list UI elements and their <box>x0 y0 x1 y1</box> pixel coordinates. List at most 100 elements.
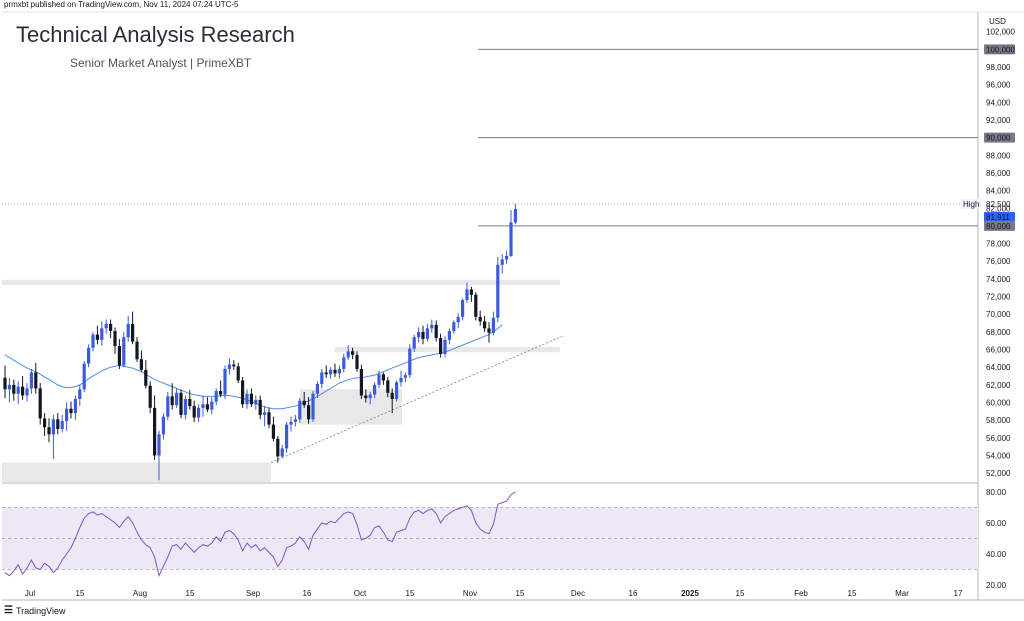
candle <box>443 336 447 358</box>
candle <box>412 334 416 353</box>
footer-brand[interactable]: ☰ TradingView <box>4 605 66 616</box>
tradingview-logo-icon: ☰ <box>4 605 13 616</box>
candle <box>381 372 385 385</box>
candle <box>135 337 139 362</box>
candle <box>307 397 311 424</box>
candle <box>192 400 196 422</box>
candle-body <box>421 331 425 339</box>
rsi-line <box>4 491 516 578</box>
time-tick-label: 15 <box>76 589 85 598</box>
candle <box>399 370 403 387</box>
candle-body <box>417 331 421 338</box>
trendline <box>270 335 563 463</box>
moving-average-line <box>4 324 503 410</box>
candle <box>254 395 258 410</box>
candle <box>122 331 126 368</box>
candle-body <box>43 418 47 428</box>
time-tick-label: 15 <box>406 589 415 598</box>
candle-body <box>465 289 469 301</box>
candle <box>285 421 289 453</box>
candle <box>179 389 183 419</box>
publish-info: prmxbt published on TradingView.com, Nov… <box>4 0 239 9</box>
candle <box>205 397 209 413</box>
candle <box>500 254 504 274</box>
candle <box>359 364 363 399</box>
candle <box>403 372 407 383</box>
candle-body <box>214 391 218 402</box>
candle <box>56 413 60 435</box>
currency-label: USD <box>989 17 1006 26</box>
candle <box>456 313 460 329</box>
candle <box>346 345 350 361</box>
candle <box>439 333 443 358</box>
high-tag-label: High <box>963 200 979 209</box>
high-tag-badge <box>961 198 981 209</box>
candle-body <box>513 209 517 223</box>
candle <box>34 362 38 394</box>
candle-body <box>386 380 390 393</box>
candle-body <box>175 392 179 406</box>
time-tick-label: Dec <box>571 589 585 598</box>
candle <box>95 325 99 345</box>
candle-body <box>219 391 223 395</box>
page-title: Technical Analysis Research <box>16 22 295 47</box>
time-axis: Jul 15 Aug 15 Sep 16 Oct 15 Nov 15 Dec 16 2025 15 Feb 1… <box>25 589 963 598</box>
time-tick-label: Sep <box>246 589 261 598</box>
candle-body <box>241 380 245 405</box>
candle <box>104 319 108 334</box>
candle <box>386 376 390 398</box>
high-price-label: 82,500 <box>986 200 1011 209</box>
candle-body <box>47 427 51 435</box>
candle-body <box>324 372 328 375</box>
candle-body <box>245 393 249 405</box>
candle <box>373 382 377 399</box>
candle <box>157 430 161 481</box>
candle-body <box>29 372 33 389</box>
level-price-badge <box>984 132 1015 143</box>
candle <box>276 436 280 463</box>
time-tick-label: 17 <box>954 589 963 598</box>
candle <box>227 358 231 375</box>
candle <box>452 320 456 334</box>
candle-body <box>390 392 394 399</box>
candle-body <box>258 399 262 415</box>
candle <box>390 388 394 414</box>
candle <box>219 380 223 398</box>
candle <box>87 344 91 368</box>
candle-body <box>16 386 20 394</box>
candle <box>241 376 245 408</box>
candle <box>483 315 487 332</box>
time-tick-label: 15 <box>848 589 857 598</box>
rsi-tick-label: 20.00 <box>986 581 1007 590</box>
rsi-panel <box>2 491 978 578</box>
candle-body <box>293 419 297 422</box>
candle-body <box>236 366 240 381</box>
candle-body <box>104 323 108 329</box>
candle <box>337 365 341 379</box>
candle <box>161 413 165 440</box>
support-zone <box>2 462 271 482</box>
candle-body <box>82 363 86 390</box>
price-tick-label: 86,000 <box>986 169 1011 178</box>
support-zone <box>300 389 402 425</box>
ascending-trendline <box>270 335 563 463</box>
candle-body <box>289 421 293 425</box>
candle-body <box>456 316 460 323</box>
candle <box>421 325 425 345</box>
candle-body <box>267 412 271 425</box>
candle-body <box>320 372 324 384</box>
candle <box>271 416 275 442</box>
candle <box>91 331 95 352</box>
candle-body <box>496 264 500 318</box>
time-tick-label: 15 <box>516 589 525 598</box>
price-tick-label: 96,000 <box>986 81 1011 90</box>
candle-body <box>113 331 117 347</box>
candle <box>201 395 205 417</box>
price-tick-label: 78,000 <box>986 240 1011 249</box>
candle-body <box>166 396 170 417</box>
candle <box>117 338 121 369</box>
candle <box>298 398 302 423</box>
candle-body <box>91 334 95 348</box>
candle <box>509 210 513 257</box>
